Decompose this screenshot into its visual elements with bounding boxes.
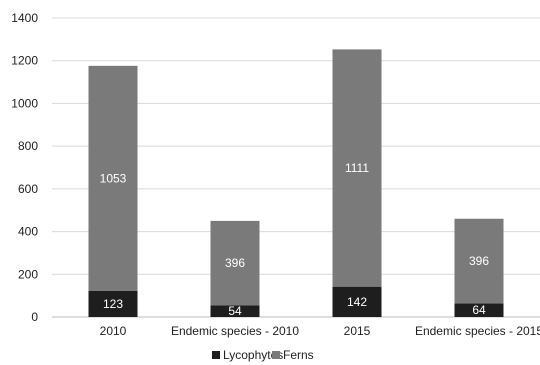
legend-label-lycophytes: Lycophytes	[223, 348, 283, 362]
y-tick-label: 400	[18, 225, 38, 239]
y-tick-label: 1400	[11, 11, 38, 25]
data-label-lycophytes: 142	[347, 295, 367, 309]
y-tick-label: 200	[18, 267, 38, 281]
bar-ferns	[332, 49, 382, 287]
data-label-lycophytes: 123	[103, 297, 123, 311]
data-label-ferns: 1111	[345, 161, 369, 175]
y-tick-label: 1200	[11, 54, 38, 68]
data-label-ferns: 396	[225, 256, 245, 270]
data-labels: 123 1053 54 396 142 1111 64 396	[100, 161, 490, 318]
data-label-ferns: 396	[469, 254, 489, 268]
bar-ferns	[454, 218, 504, 304]
legend: Lycophytes Ferns	[212, 348, 314, 362]
x-axis-ticks: 2010 Endemic species - 2010 2015 Endemic sp…	[100, 324, 540, 338]
y-tick-label: 600	[18, 182, 38, 196]
y-axis-ticks: 0 200 400 600 800 1000 1200 1400	[11, 11, 38, 324]
bar-ferns	[210, 220, 260, 306]
legend-swatch-lycophytes	[212, 351, 220, 359]
x-tick-label: Endemic species - 2010	[171, 324, 299, 338]
bar-lycophytes	[332, 286, 382, 317]
x-tick-label: 2010	[100, 324, 127, 338]
data-label-ferns: 1053	[100, 171, 127, 185]
legend-swatch-ferns	[272, 351, 280, 359]
bar-lycophytes	[454, 303, 504, 317]
y-tick-label: 1000	[11, 96, 38, 110]
bar-ferns	[88, 65, 138, 291]
x-tick-label: 2015	[344, 324, 371, 338]
bar-lycophytes	[88, 290, 138, 317]
x-tick-label: Endemic species - 2015	[415, 324, 540, 338]
bar-lycophytes	[210, 305, 260, 317]
legend-label-ferns: Ferns	[283, 348, 314, 362]
y-tick-label: 800	[18, 139, 38, 153]
bars	[88, 49, 504, 317]
data-label-lycophytes: 54	[228, 304, 242, 318]
data-label-lycophytes: 64	[472, 303, 486, 317]
y-tick-label: 0	[31, 310, 38, 324]
